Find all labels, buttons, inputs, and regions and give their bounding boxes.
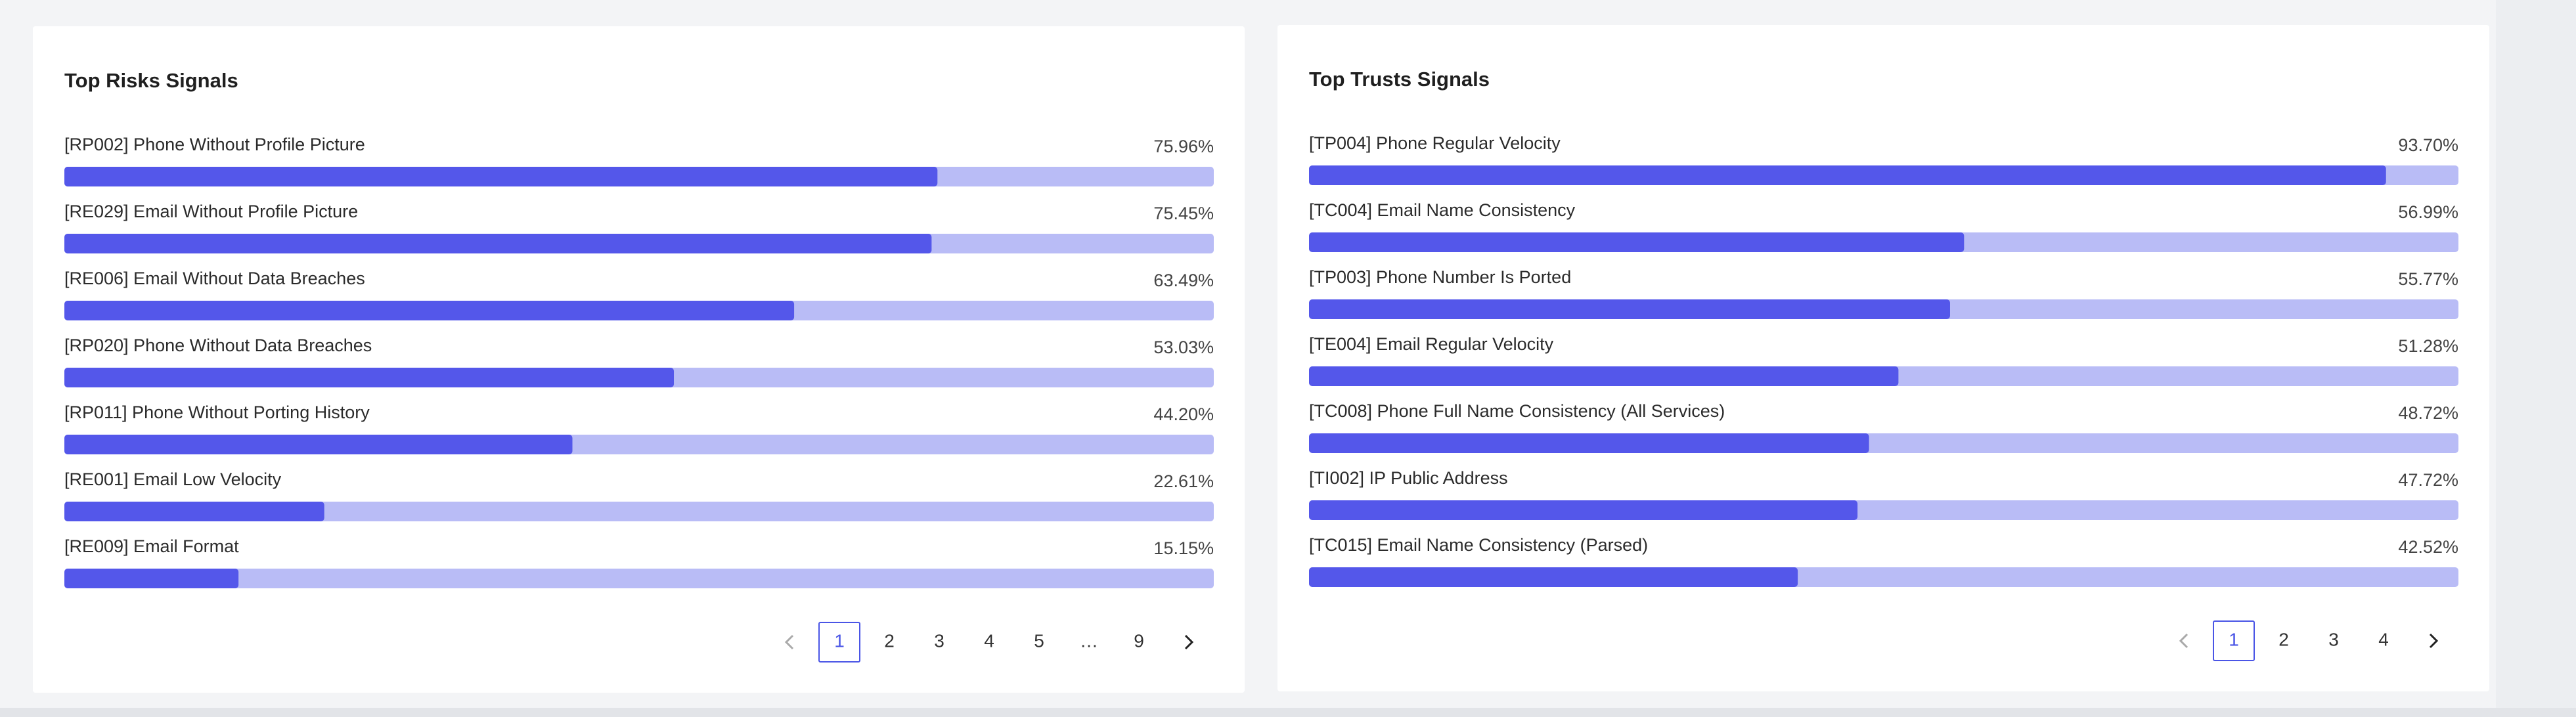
signal-label: [RE009] Email Format: [64, 536, 239, 556]
signal-label: [RP020] Phone Without Data Breaches: [64, 336, 372, 355]
page-number[interactable]: 2: [884, 630, 895, 651]
bar-fill: [1309, 165, 2386, 185]
signal-percent: 63.49%: [1153, 271, 1214, 290]
signal-percent: 53.03%: [1153, 337, 1214, 357]
signal-percent: 15.15%: [1153, 538, 1214, 558]
bar-fill: [1309, 500, 1858, 520]
page-number[interactable]: …: [1080, 630, 1098, 651]
card: [33, 26, 1245, 693]
bar-track: [64, 502, 1214, 521]
bar-fill: [1309, 433, 1869, 453]
next-page[interactable]: [2429, 633, 2439, 649]
signal-label: [RE001] Email Low Velocity: [64, 469, 282, 489]
signal-label: [TC008] Phone Full Name Consistency (All…: [1309, 401, 1725, 421]
signal-label: [RP002] Phone Without Profile Picture: [64, 135, 365, 154]
prev-page[interactable]: [2179, 633, 2188, 649]
page-number[interactable]: 9: [1134, 630, 1144, 651]
page-number[interactable]: 2: [2278, 629, 2289, 649]
signal-percent: 93.70%: [2398, 135, 2458, 155]
page-number[interactable]: 3: [934, 630, 944, 651]
bottom-edge: [0, 708, 2576, 717]
signal-label: [RE006] Email Without Data Breaches: [64, 269, 365, 288]
page-active-box: [2213, 620, 2255, 661]
bar-fill: [1309, 232, 1965, 252]
page-number[interactable]: 3: [2328, 629, 2339, 649]
signal-label: [TP003] Phone Number Is Ported: [1309, 267, 1571, 287]
signal-percent: 42.52%: [2398, 537, 2458, 557]
next-page[interactable]: [1184, 634, 1194, 650]
signal-label: [RP011] Phone Without Porting History: [64, 402, 370, 422]
signal-percent: 47.72%: [2398, 470, 2458, 490]
signal-percent: 51.28%: [2398, 336, 2458, 356]
bar-fill: [64, 569, 239, 588]
signal-label: [RE029] Email Without Profile Picture: [64, 202, 358, 221]
signal-percent: 56.99%: [2398, 202, 2458, 222]
bar-fill: [1309, 567, 1798, 587]
signal-percent: 75.96%: [1153, 137, 1214, 156]
signal-label: [TC004] Email Name Consistency: [1309, 200, 1576, 220]
page-number[interactable]: 4: [2378, 629, 2389, 649]
page-number[interactable]: 1: [2229, 629, 2239, 649]
bar-fill: [1309, 299, 1950, 319]
bar-fill: [64, 301, 795, 320]
page-number[interactable]: 4: [984, 630, 994, 651]
bar-fill: [1309, 366, 1899, 386]
bar-fill: [64, 234, 932, 253]
signal-percent: 48.72%: [2398, 403, 2458, 423]
signal-label: [TE004] Email Regular Velocity: [1309, 334, 1554, 354]
bar-fill: [64, 368, 675, 387]
signal-label: [TI002] IP Public Address: [1309, 468, 1508, 488]
bar-fill: [64, 435, 573, 454]
signal-percent: 75.45%: [1153, 204, 1214, 223]
signal-label: [TC015] Email Name Consistency (Parsed): [1309, 535, 1648, 555]
page-active-box: [818, 622, 860, 663]
page-number[interactable]: 5: [1034, 630, 1044, 651]
bar-track: [64, 569, 1214, 588]
bar-fill: [64, 502, 324, 521]
panel-title: Top Trusts Signals: [1309, 68, 1490, 91]
signal-percent: 44.20%: [1153, 404, 1214, 424]
side-strip: [2496, 0, 2576, 709]
signal-percent: 55.77%: [2398, 269, 2458, 289]
bar-fill: [64, 167, 938, 186]
prev-page[interactable]: [784, 634, 794, 650]
signal-label: [TP004] Phone Regular Velocity: [1309, 133, 1561, 153]
card: [1277, 25, 2489, 691]
panel-title: Top Risks Signals: [64, 69, 238, 92]
signal-percent: 22.61%: [1153, 471, 1214, 491]
page-number[interactable]: 1: [834, 630, 845, 651]
